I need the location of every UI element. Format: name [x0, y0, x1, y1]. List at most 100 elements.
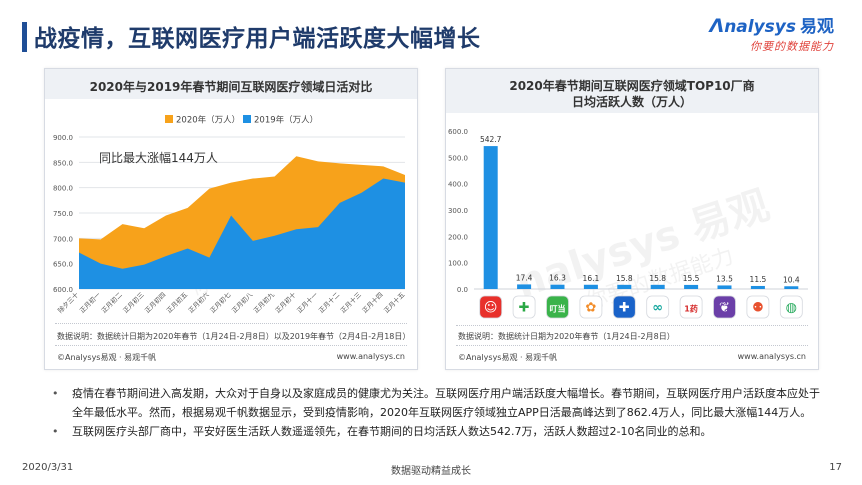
app-icon-bg: [713, 295, 736, 319]
app-icon-glyph: 1药: [684, 304, 698, 314]
purple-leaf-icon: ❦: [713, 295, 736, 319]
right-divider-2: [456, 345, 808, 346]
page-title: 战疫情，互联网医疗用户端活跃度大幅增长: [34, 26, 481, 52]
app-icon-glyph: ✚: [519, 301, 530, 316]
x-tick-label: 正月初一: [77, 290, 102, 315]
app-icon-glyph: ⚉: [752, 301, 764, 316]
x-tick-label: 正月十一: [295, 290, 320, 315]
logo-a-icon: Ʌ: [709, 15, 725, 37]
bullet-item-2: 互联网医疗头部厂商中，平安好医生活跃人数遥遥领先，在春节期间的日均活跃人数达54…: [52, 422, 822, 441]
y-tick-label: 650.0: [53, 261, 73, 269]
infinity-loop-icon: ∞: [646, 295, 670, 319]
y-tick-label: 300.0: [448, 207, 468, 215]
bar-value-label: 15.5: [683, 274, 700, 283]
green-circle-icon: ◍: [779, 295, 803, 319]
left-chart-panel: 2020年与2019年春节期间互联网医疗领域日活对比 nalysys 易观你要的…: [44, 68, 418, 370]
app-icon-bg: [679, 295, 703, 319]
left-data-note: 数据说明：数据统计日期为2020年春节（1月24日-2月8日）以及2019年春节…: [57, 332, 411, 341]
y-tick-label: 500.0: [448, 154, 468, 162]
bar: [784, 286, 799, 289]
app-icon-bg: [646, 295, 670, 319]
left-divider: [55, 323, 407, 324]
right-panel-header: [446, 69, 818, 113]
app-icon-glyph: 叮当: [550, 304, 566, 314]
app-icon-bg: [612, 295, 636, 319]
app-icon-glyph: ✚: [619, 301, 630, 316]
y-tick-label: 850.0: [53, 159, 73, 167]
logo-cn: 易观: [800, 17, 834, 37]
bar: [583, 284, 598, 289]
y-tick-label: 700.0: [53, 235, 73, 243]
bar: [483, 146, 498, 289]
right-chart-panel: 2020年春节期间互联网医疗领域TOP10厂商 日均活跃人数（万人） nalys…: [445, 68, 819, 370]
x-tick-label: 正月十五: [382, 290, 407, 315]
x-tick-label: 正月十三: [338, 290, 363, 315]
bar: [517, 284, 532, 289]
bullet-item-1: 疫情在春节期间进入高发期，大众对于自身以及家庭成员的健康尤为关注。互联网医疗用户…: [52, 384, 822, 422]
legend-swatch-2019: [243, 115, 251, 123]
pharmacy-cross-icon: ✚: [512, 295, 536, 319]
x-tick-label: 正月初八: [230, 290, 255, 315]
summary-bullets: 疫情在春节期间进入高发期，大众对于自身以及家庭成员的健康尤为关注。互联网医疗用户…: [52, 384, 822, 441]
people-care-icon: ⚉: [746, 295, 770, 319]
right-source: ©Analysys易观 · 易观千帆: [458, 353, 558, 362]
chart-annotation: 同比最大涨幅144万人: [99, 150, 218, 165]
y-tick-label: 750.0: [53, 210, 73, 218]
x-tick-label: 正月初十: [273, 290, 298, 315]
x-tick-label: 正月初五: [164, 290, 189, 315]
one-medicine-icon: 1药: [679, 295, 703, 319]
bar-value-label: 11.5: [750, 275, 767, 284]
flower-petal-icon: ✿: [579, 295, 603, 319]
bar-value-label: 15.8: [616, 274, 633, 283]
app-icon-glyph: ✿: [585, 301, 596, 316]
app-icon-glyph: ◍: [786, 301, 797, 316]
x-tick-label: 正月初四: [143, 290, 168, 315]
bar-value-label: 10.4: [783, 275, 800, 284]
app-icon-bg: [479, 295, 503, 319]
left-url: www.analysys.cn: [336, 352, 405, 361]
bar-value-label: 13.5: [716, 274, 733, 283]
left-divider-2: [55, 345, 407, 346]
bar: [617, 284, 632, 289]
app-icon-glyph: ❦: [719, 301, 730, 316]
y-tick-label: 400.0: [448, 181, 468, 189]
legend-swatch-2020: [165, 115, 173, 123]
bar: [650, 284, 665, 289]
right-data-note: 数据说明：数据统计日期为2020年春节（1月24日-2月8日）: [458, 332, 675, 341]
y-tick-label: 600.0: [448, 128, 468, 136]
y-tick-label: 800.0: [53, 185, 73, 193]
y-tick-label: 900.0: [53, 134, 73, 142]
left-chart-title: 2020年与2019年春节期间互联网医疗领域日活对比: [89, 80, 373, 94]
right-url: www.analysys.cn: [737, 352, 806, 361]
pingan-haoyisheng-icon: ☺: [479, 295, 503, 319]
top10-bar-chart: nalysys 易观你要的数据能力0.0100.0200.0300.0400.0…: [448, 128, 808, 319]
app-icon-bg: [746, 295, 770, 319]
bar: [750, 285, 765, 289]
bar-value-label: 542.7: [480, 135, 502, 144]
app-icon-bg: [579, 295, 603, 319]
bar-value-label: 15.8: [649, 274, 666, 283]
footer-slogan: 数据驱动精益成长: [391, 466, 471, 477]
app-icon-glyph: ∞: [652, 301, 663, 316]
left-panel-header: [45, 69, 417, 99]
bar-value-label: 16.3: [549, 274, 566, 283]
right-chart-title-line1: 2020年春节期间互联网医疗领域TOP10厂商: [509, 79, 755, 93]
legend-label-2020: 2020年（万人）: [176, 115, 240, 126]
right-divider: [456, 325, 808, 326]
right-chart-title-line2: 日均活跃人数（万人）: [571, 95, 692, 109]
bar: [684, 284, 699, 289]
daily-active-area-chart: nalysys 易观你要的数据能力600.0650.0700.0750.0800…: [53, 115, 407, 315]
x-tick-label: 正月十四: [360, 290, 385, 315]
series-2019-area: [79, 178, 405, 289]
app-icon-bg: [512, 295, 536, 319]
x-tick-label: 正月初二: [99, 290, 124, 315]
logo-text: nalysys: [724, 17, 796, 37]
dingdang-icon: 叮当: [546, 295, 569, 319]
y-tick-label: 200.0: [448, 233, 468, 241]
bar: [550, 284, 565, 289]
left-source: ©Analysys易观 · 易观千帆: [57, 353, 157, 362]
logo-slogan: 你要的数据能力: [750, 40, 834, 53]
title-accent-bar: [22, 22, 27, 52]
app-icon-bg: [546, 295, 569, 319]
bar-value-label: 17.4: [516, 273, 533, 282]
